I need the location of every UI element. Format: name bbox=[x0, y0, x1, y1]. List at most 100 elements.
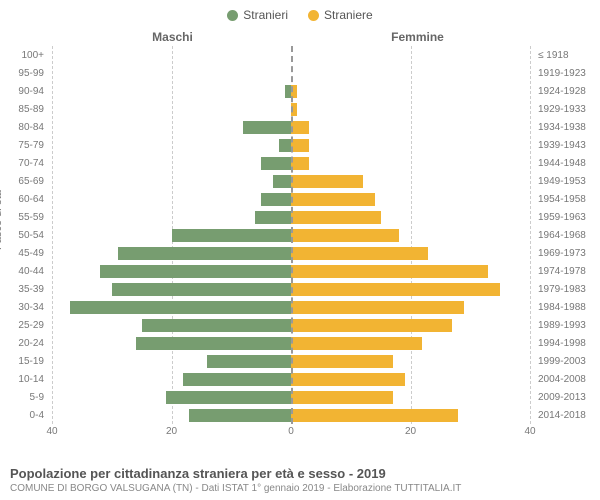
center-line bbox=[291, 46, 293, 424]
y-tick-age: 100+ bbox=[0, 46, 44, 64]
y-tick-age: 70-74 bbox=[0, 154, 44, 172]
bar-male bbox=[207, 355, 291, 368]
y-tick-birth: 2009-2013 bbox=[538, 388, 600, 406]
legend-label-female: Straniere bbox=[324, 8, 373, 22]
bar-female bbox=[291, 139, 309, 152]
bar-female bbox=[291, 355, 393, 368]
bar-male bbox=[261, 193, 291, 206]
y-tick-birth: 1979-1983 bbox=[538, 280, 600, 298]
bar-female bbox=[291, 121, 309, 134]
y-tick-birth: 1989-1993 bbox=[538, 316, 600, 334]
y-tick-birth: 1959-1963 bbox=[538, 208, 600, 226]
y-tick-age: 45-49 bbox=[0, 244, 44, 262]
y-tick-birth: 1984-1988 bbox=[538, 298, 600, 316]
y-axis-left: 100+95-9990-9485-8980-8475-7970-7465-696… bbox=[0, 46, 48, 424]
y-tick-birth: 1939-1943 bbox=[538, 136, 600, 154]
bar-female bbox=[291, 175, 363, 188]
header-female: Femmine bbox=[295, 30, 600, 44]
y-tick-age: 0-4 bbox=[0, 406, 44, 424]
y-tick-birth: 1934-1938 bbox=[538, 118, 600, 136]
y-tick-age: 10-14 bbox=[0, 370, 44, 388]
bar-male bbox=[166, 391, 291, 404]
bar-female bbox=[291, 265, 488, 278]
y-tick-birth: 1929-1933 bbox=[538, 100, 600, 118]
y-tick-birth: 1969-1973 bbox=[538, 244, 600, 262]
y-tick-age: 15-19 bbox=[0, 352, 44, 370]
y-tick-birth: 2014-2018 bbox=[538, 406, 600, 424]
bar-female bbox=[291, 391, 393, 404]
y-tick-birth: 1949-1953 bbox=[538, 172, 600, 190]
legend-item-female: Straniere bbox=[308, 8, 373, 22]
chart-subtitle: COMUNE DI BORGO VALSUGANA (TN) - Dati IS… bbox=[10, 483, 590, 494]
y-tick-birth: 2004-2008 bbox=[538, 370, 600, 388]
y-tick-birth: 1919-1923 bbox=[538, 64, 600, 82]
bar-female bbox=[291, 193, 375, 206]
header-male: Maschi bbox=[0, 30, 295, 44]
y-tick-birth: 1994-1998 bbox=[538, 334, 600, 352]
grid-line bbox=[530, 46, 531, 424]
legend: Stranieri Straniere bbox=[0, 0, 600, 26]
swatch-female bbox=[308, 10, 319, 21]
y-tick-age: 60-64 bbox=[0, 190, 44, 208]
bar-male bbox=[142, 319, 291, 332]
legend-label-male: Stranieri bbox=[243, 8, 288, 22]
bar-male bbox=[255, 211, 291, 224]
bar-female bbox=[291, 283, 500, 296]
x-tick: 20 bbox=[166, 426, 177, 437]
bar-male bbox=[279, 139, 291, 152]
y-tick-age: 40-44 bbox=[0, 262, 44, 280]
bar-male bbox=[261, 157, 291, 170]
y-tick-age: 75-79 bbox=[0, 136, 44, 154]
y-tick-birth: 1924-1928 bbox=[538, 82, 600, 100]
y-tick-age: 90-94 bbox=[0, 82, 44, 100]
footer: Popolazione per cittadinanza straniera p… bbox=[10, 466, 590, 494]
bar-male bbox=[100, 265, 291, 278]
bar-male bbox=[118, 247, 291, 260]
x-tick: 20 bbox=[405, 426, 416, 437]
plot bbox=[52, 46, 530, 424]
y-tick-age: 20-24 bbox=[0, 334, 44, 352]
bar-female bbox=[291, 157, 309, 170]
legend-item-male: Stranieri bbox=[227, 8, 288, 22]
y-tick-age: 65-69 bbox=[0, 172, 44, 190]
bar-female bbox=[291, 409, 458, 422]
bar-male bbox=[183, 373, 291, 386]
bar-female bbox=[291, 319, 452, 332]
bar-female bbox=[291, 247, 428, 260]
bar-male bbox=[273, 175, 291, 188]
y-tick-birth: 1999-2003 bbox=[538, 352, 600, 370]
x-tick: 0 bbox=[288, 426, 294, 437]
bar-male bbox=[189, 409, 291, 422]
column-headers: Maschi Femmine bbox=[0, 30, 600, 44]
bar-female bbox=[291, 373, 405, 386]
y-tick-age: 80-84 bbox=[0, 118, 44, 136]
bar-female bbox=[291, 337, 422, 350]
x-tick: 40 bbox=[524, 426, 535, 437]
y-tick-birth: ≤ 1918 bbox=[538, 46, 600, 64]
y-tick-age: 25-29 bbox=[0, 316, 44, 334]
y-tick-birth: 1974-1978 bbox=[538, 262, 600, 280]
swatch-male bbox=[227, 10, 238, 21]
bar-female bbox=[291, 229, 399, 242]
bar-male bbox=[172, 229, 292, 242]
y-tick-age: 95-99 bbox=[0, 64, 44, 82]
bar-female bbox=[291, 211, 381, 224]
bar-male bbox=[70, 301, 291, 314]
bar-female bbox=[291, 301, 464, 314]
y-tick-age: 5-9 bbox=[0, 388, 44, 406]
y-axis-right: ≤ 19181919-19231924-19281929-19331934-19… bbox=[534, 46, 600, 424]
y-tick-age: 30-34 bbox=[0, 298, 44, 316]
y-tick-age: 55-59 bbox=[0, 208, 44, 226]
y-tick-age: 85-89 bbox=[0, 100, 44, 118]
y-tick-age: 35-39 bbox=[0, 280, 44, 298]
bar-male bbox=[243, 121, 291, 134]
bar-male bbox=[112, 283, 291, 296]
x-tick: 40 bbox=[46, 426, 57, 437]
chart-title: Popolazione per cittadinanza straniera p… bbox=[10, 466, 590, 481]
y-tick-birth: 1954-1958 bbox=[538, 190, 600, 208]
y-tick-birth: 1964-1968 bbox=[538, 226, 600, 244]
bar-male bbox=[136, 337, 291, 350]
y-tick-birth: 1944-1948 bbox=[538, 154, 600, 172]
y-tick-age: 50-54 bbox=[0, 226, 44, 244]
chart-area: 100+95-9990-9485-8980-8475-7970-7465-696… bbox=[52, 46, 530, 424]
